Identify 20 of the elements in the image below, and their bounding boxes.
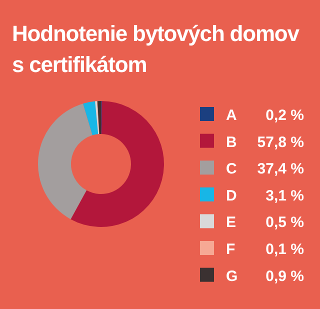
legend-label: G (226, 268, 238, 285)
donut-slice (83, 101, 98, 136)
legend-label: E (226, 214, 236, 232)
legend-label: F (226, 241, 236, 258)
donut-slice (95, 101, 100, 134)
data-label: 0,2 % (266, 107, 304, 124)
data-label: 3,1 % (266, 187, 304, 204)
data-label: 0,1 % (266, 241, 304, 258)
donut-slice (70, 101, 164, 227)
legend-label: B (226, 134, 237, 151)
donut-slice (38, 104, 92, 220)
legend-label: C (226, 160, 237, 178)
data-label: 37,4 % (257, 160, 304, 178)
donut-slice (97, 101, 101, 134)
legend-label: A (226, 107, 237, 124)
data-label: 57,8 % (257, 134, 304, 151)
chart-title: Hodnotenie bytových domov s certifikátom (12, 21, 300, 77)
legend-label: D (226, 187, 237, 204)
data-label: 0,9 % (266, 268, 304, 285)
data-label: 0,5 % (266, 214, 304, 232)
